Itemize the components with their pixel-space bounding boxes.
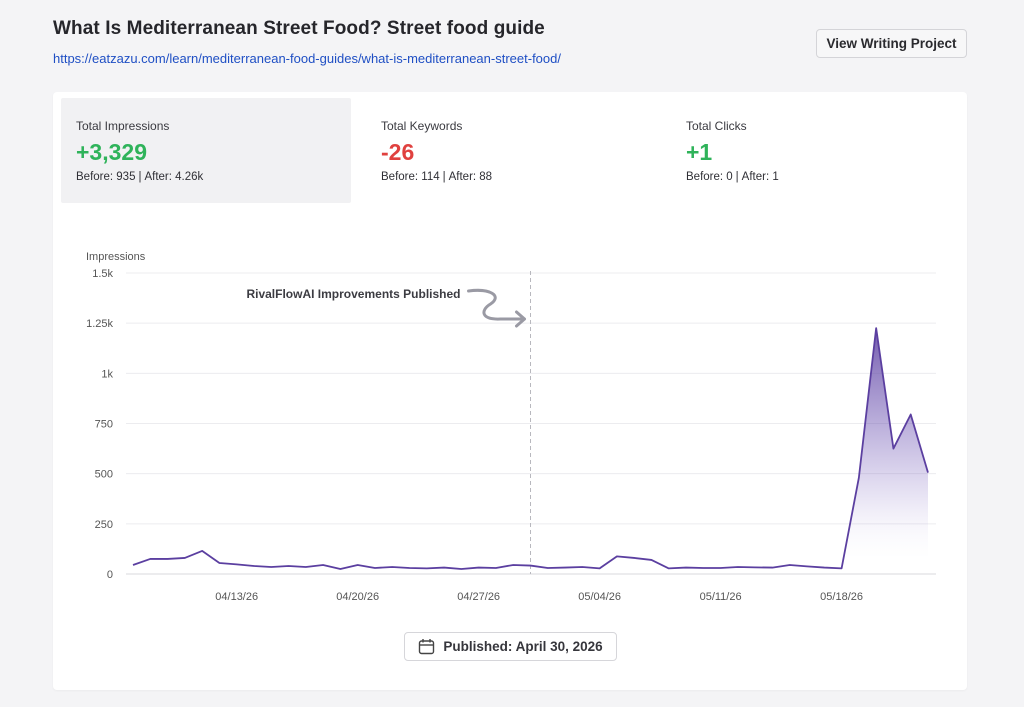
- y-tick-label: 750: [95, 419, 113, 431]
- metric-before-after: Before: 935 | After: 4.26k: [76, 171, 351, 183]
- metric-label: Total Impressions: [76, 119, 170, 133]
- y-tick-label: 1.25k: [86, 318, 113, 330]
- metric-keywords[interactable]: Total Keywords -26 Before: 114 | After: 88: [366, 98, 656, 203]
- data-point: [460, 568, 462, 570]
- data-point: [633, 557, 635, 559]
- data-point: [737, 566, 739, 568]
- data-point: [339, 568, 341, 570]
- data-point: [287, 565, 289, 567]
- y-axis-label: Impressions: [86, 251, 146, 263]
- page-url-link[interactable]: https://eatzazu.com/learn/mediterranean-…: [53, 51, 561, 66]
- metric-after: After: 4.26k: [144, 171, 204, 183]
- performance-card: Total Impressions +3,329 Before: 935 | Aft…: [53, 92, 967, 690]
- metric-before: Before: 114: [381, 171, 440, 183]
- data-point: [823, 566, 825, 568]
- y-tick-label: 250: [95, 519, 113, 531]
- data-point: [702, 567, 704, 569]
- metric-label: Total Clicks: [686, 119, 747, 133]
- data-point: [789, 564, 791, 566]
- series-area: [841, 328, 928, 569]
- data-point: [598, 567, 600, 569]
- data-point: [616, 555, 618, 557]
- data-point: [771, 566, 773, 568]
- data-point: [650, 559, 652, 561]
- data-point: [132, 564, 134, 566]
- metric-label: Total Keywords: [381, 119, 463, 133]
- metric-impressions[interactable]: Total Impressions +3,329 Before: 935 | Aft…: [61, 98, 351, 203]
- data-point: [322, 564, 324, 566]
- metric-separator: |: [735, 171, 739, 183]
- data-point: [166, 558, 168, 560]
- metric-value: +3,329: [76, 139, 147, 165]
- data-point: [754, 566, 756, 568]
- x-tick-label: 04/13/26: [215, 591, 258, 603]
- annotation-arrow: [467, 288, 526, 328]
- data-point: [858, 476, 860, 478]
- x-tick-label: 04/20/26: [336, 591, 379, 603]
- published-date-label: Published: April 30, 2026: [443, 639, 603, 654]
- y-tick-label: 1.5k: [92, 268, 113, 280]
- data-point: [668, 567, 670, 569]
- metric-after: After: 1: [741, 171, 779, 183]
- data-point: [201, 550, 203, 552]
- data-point: [426, 567, 428, 569]
- x-tick-label: 05/11/26: [700, 591, 742, 603]
- data-point: [184, 557, 186, 559]
- y-tick-label: 500: [95, 469, 113, 481]
- metric-after: After: 88: [448, 171, 493, 183]
- x-tick-label: 05/04/26: [578, 591, 621, 603]
- data-point: [443, 566, 445, 568]
- metric-clicks[interactable]: Total Clicks +1 Before: 0 | After: 1: [671, 98, 961, 203]
- data-point: [408, 567, 410, 569]
- metric-separator: |: [442, 171, 446, 183]
- metric-value: -26: [381, 139, 415, 165]
- data-point: [685, 566, 687, 568]
- metric-before: Before: 935: [76, 171, 136, 183]
- data-point: [218, 562, 220, 564]
- page-title: What Is Mediterranean Street Food? Stree…: [53, 18, 545, 39]
- x-tick-label: 05/18/26: [820, 591, 863, 603]
- metric-before-after: Before: 114 | After: 88: [381, 171, 656, 183]
- data-point: [840, 567, 842, 569]
- data-point: [235, 563, 237, 565]
- data-point: [547, 567, 549, 569]
- series-line: [132, 327, 929, 570]
- x-tick-label: 04/27/26: [457, 591, 500, 603]
- annotation-label: RivalFlowAI Improvements Published: [246, 287, 460, 301]
- data-point: [495, 567, 497, 569]
- y-tick-label: 0: [107, 569, 113, 581]
- metric-separator: |: [138, 171, 142, 183]
- data-point: [512, 564, 514, 566]
- calendar-icon: [418, 638, 435, 655]
- data-point: [892, 447, 894, 449]
- impressions-chart: Impressions 0 250 500 750 1k 1.25k 1.5k 04/13/26…: [86, 251, 936, 603]
- data-point: [581, 566, 583, 568]
- data-point: [477, 566, 479, 568]
- metric-before-after: Before: 0 | After: 1: [686, 171, 961, 183]
- y-tick-label: 1k: [101, 368, 113, 380]
- data-point: [305, 566, 307, 568]
- data-point: [719, 567, 721, 569]
- view-writing-project-button[interactable]: View Writing Project: [816, 29, 967, 58]
- metric-value: +1: [686, 139, 713, 165]
- data-point: [910, 413, 912, 415]
- data-point: [927, 471, 929, 473]
- metric-before: Before: 0: [686, 171, 733, 183]
- data-point: [374, 567, 376, 569]
- data-point: [564, 566, 566, 568]
- data-point: [356, 564, 358, 566]
- data-point: [149, 558, 151, 560]
- data-point: [253, 565, 255, 567]
- data-point: [806, 565, 808, 567]
- data-point: [529, 564, 531, 566]
- published-date-badge: Published: April 30, 2026: [404, 632, 617, 661]
- data-point: [391, 566, 393, 568]
- data-point: [875, 327, 877, 329]
- data-point: [270, 566, 272, 568]
